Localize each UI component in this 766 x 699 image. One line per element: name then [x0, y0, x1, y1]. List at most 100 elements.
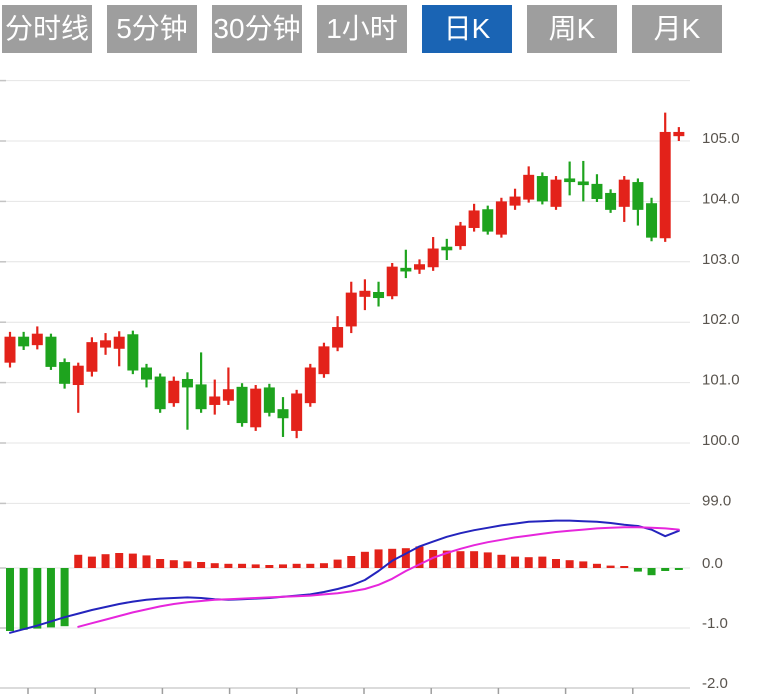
price-axis-label: 101.0	[702, 372, 740, 389]
timeframe-toolbar: 分时线 5分钟 30分钟 1小时 日K 周K 月K	[2, 5, 722, 53]
macd-hist-bar	[333, 559, 342, 568]
candle-body	[236, 386, 248, 424]
macd-hist-bar	[606, 565, 615, 568]
candle-body	[373, 292, 385, 299]
macd-hist-bar	[661, 568, 670, 571]
candle-body	[113, 336, 125, 349]
candle-body	[195, 384, 207, 410]
macd-hist-bar	[511, 556, 520, 568]
macd-hist-bar	[374, 549, 383, 568]
candle-body	[577, 181, 589, 186]
timeframe-button-2[interactable]: 5分钟	[107, 5, 197, 53]
candle-body	[509, 196, 521, 206]
macd-hist-bar	[142, 555, 151, 568]
candle-body	[100, 340, 112, 348]
macd-hist-bar	[565, 560, 574, 568]
macd-hist-bar	[647, 568, 656, 576]
candle-body	[59, 362, 71, 384]
macd-hist-bar	[429, 550, 438, 568]
timeframe-button-5[interactable]: 日K	[422, 5, 512, 53]
macd-hist-bar	[592, 563, 601, 568]
macd-layer	[6, 519, 683, 634]
macd-hist-bar	[401, 548, 410, 568]
macd-hist-bar	[265, 565, 274, 568]
dea-line	[77, 526, 680, 628]
candle-body	[31, 333, 43, 346]
macd-hist-bar	[19, 568, 28, 630]
macd-hist-bar	[46, 568, 55, 628]
candle-body	[536, 176, 548, 202]
candle-body	[45, 336, 57, 367]
dif-line	[9, 519, 680, 634]
candle-body	[345, 292, 357, 327]
candle-body	[154, 376, 166, 410]
macd-hist-bar	[279, 564, 287, 568]
candle-body	[414, 264, 425, 270]
price-axis-label: 104.0	[702, 190, 740, 207]
candle-body	[18, 336, 30, 347]
macd-hist-bar	[169, 560, 178, 568]
macd-hist-bar	[552, 559, 560, 568]
price-axis-label: 99.0	[702, 492, 731, 509]
macd-hist-bar	[483, 552, 492, 568]
macd-hist-bar	[128, 553, 137, 568]
candle-body	[468, 210, 480, 228]
macd-hist-bar	[197, 562, 206, 568]
macd-hist-bar	[319, 563, 328, 568]
macd-hist-bar	[579, 561, 588, 568]
macd-hist-bar	[33, 568, 42, 629]
macd-hist-bar	[360, 551, 369, 568]
candle-body	[181, 378, 193, 388]
macd-hist-bar	[210, 563, 219, 568]
timeframe-button-6[interactable]: 周K	[527, 5, 617, 53]
candle-body	[441, 246, 453, 251]
macd-hist-bar	[306, 563, 315, 568]
macd-hist-bar	[101, 554, 110, 568]
candle-body	[318, 346, 330, 375]
candle-body	[72, 365, 84, 386]
candlestick-chart[interactable]: 105.0 104.0 103.0 102.0 101.0 100.0 99.0 0.0 -1.…	[0, 60, 766, 694]
macd-hist-bar	[415, 546, 424, 568]
candle-body	[4, 336, 16, 363]
macd-axis-label: -1.0	[702, 615, 728, 632]
timeframe-button-3[interactable]: 30分钟	[212, 5, 302, 53]
candle-body	[427, 248, 439, 268]
candle-body	[618, 179, 630, 207]
macd-hist-bar	[620, 566, 629, 568]
macd-hist-bar	[183, 561, 192, 568]
candle-body	[646, 203, 658, 238]
candle-body	[263, 387, 275, 413]
macd-hist-bar	[87, 556, 96, 568]
candle-body	[277, 409, 289, 419]
price-axis-label: 105.0	[702, 130, 740, 147]
macd-hist-bar	[156, 559, 165, 568]
macd-hist-bar	[292, 563, 301, 568]
timeframe-button-7[interactable]: 月K	[632, 5, 722, 53]
candle-body	[523, 174, 535, 200]
macd-hist-bar	[115, 553, 124, 568]
price-axis-label: 103.0	[702, 251, 740, 268]
macd-hist-bar	[442, 550, 451, 568]
candle-body	[222, 389, 234, 401]
macd-axis-label: 0.0	[702, 555, 723, 572]
y-axis-labels: 105.0 104.0 103.0 102.0 101.0 100.0 99.0 0.0 -1.…	[702, 130, 740, 692]
candle-body	[605, 192, 617, 210]
macd-hist-bar	[6, 568, 14, 631]
macd-hist-bar	[456, 551, 465, 568]
macd-hist-bar	[538, 556, 547, 568]
candle-body	[564, 178, 576, 183]
candle-body	[86, 342, 98, 372]
candle-body	[332, 327, 344, 348]
candle-body	[454, 225, 466, 247]
macd-hist-bar	[674, 568, 683, 570]
macd-hist-bar	[470, 551, 479, 568]
candle-body	[591, 183, 603, 199]
candle-body	[550, 179, 562, 207]
timeframe-button-1[interactable]: 分时线	[2, 5, 92, 53]
timeframe-button-4[interactable]: 1小时	[317, 5, 407, 53]
candle-body	[659, 131, 671, 239]
macd-hist-bar	[251, 564, 260, 568]
candle-body	[400, 267, 412, 272]
price-axis-label: 102.0	[702, 311, 740, 328]
